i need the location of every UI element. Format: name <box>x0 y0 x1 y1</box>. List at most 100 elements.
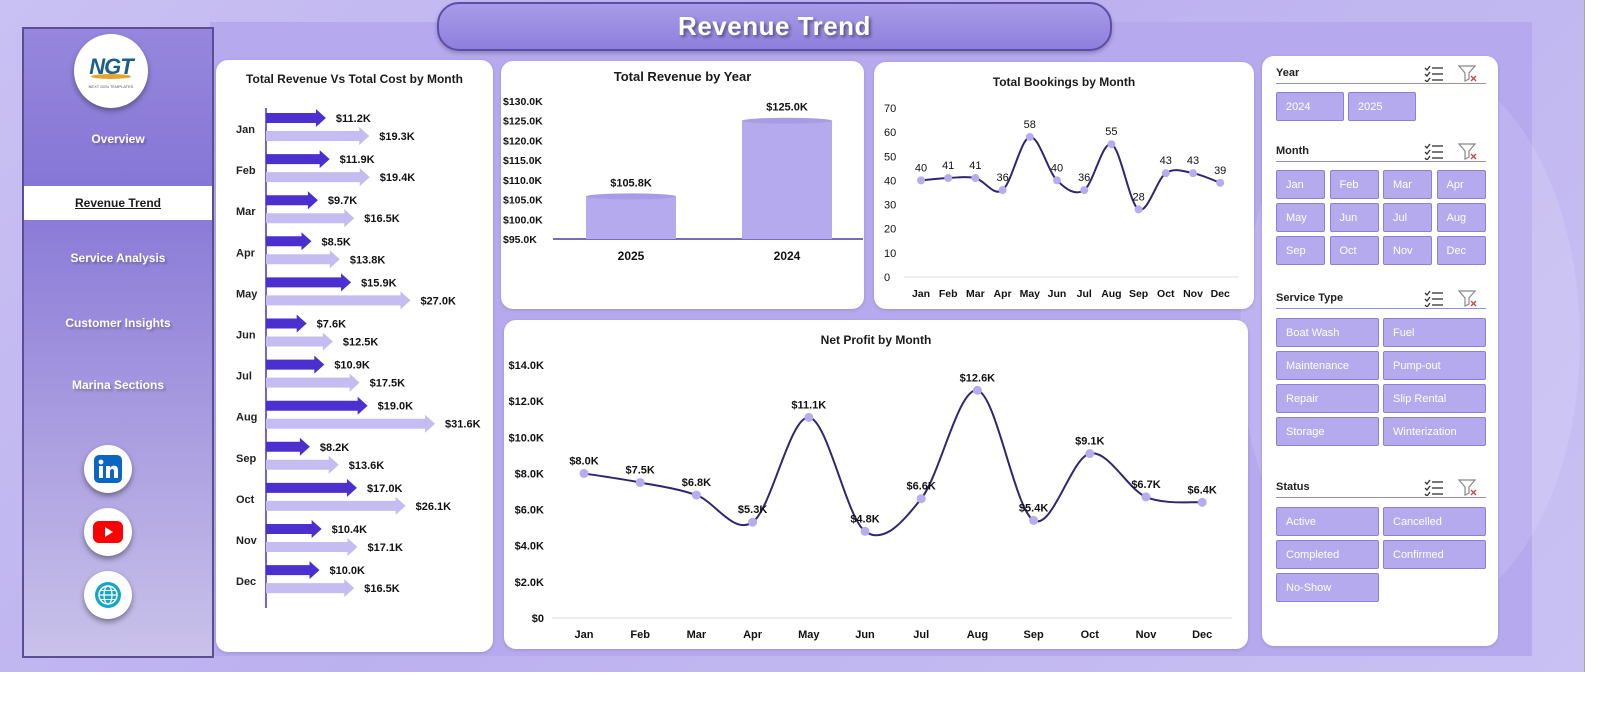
status-chip[interactable]: No-Show <box>1276 573 1379 602</box>
multi-select-icon[interactable] <box>1424 142 1444 160</box>
x-tick-label: 2024 <box>774 249 801 263</box>
data-label: $9.1K <box>1075 436 1104 448</box>
data-label: $7.6K <box>317 319 346 331</box>
data-label: $5.4K <box>1019 502 1048 514</box>
nav-item-customer-insights[interactable]: Customer Insights <box>24 306 212 340</box>
data-label: $17.0K <box>367 483 403 495</box>
cost-arrow <box>266 414 436 433</box>
month-chip[interactable]: Oct <box>1329 236 1379 265</box>
revenue-cost-chart: Jan $11.2K $19.3K Feb $11.9K $19.4K Mar $9.7K $1… <box>236 108 481 608</box>
revenue-arrow <box>266 355 325 374</box>
category-label: Feb <box>236 165 256 177</box>
youtube-button[interactable] <box>84 508 132 556</box>
status-chip[interactable]: Confirmed <box>1383 540 1486 569</box>
x-tick-label: Jan <box>912 288 930 300</box>
data-label: 28 <box>1132 191 1144 203</box>
linkedin-icon <box>94 455 122 483</box>
year-chip[interactable]: 2025 <box>1348 92 1416 121</box>
net-profit-card: Net Profit by Month $14.0K $12.0K $10.0K $8… <box>504 320 1248 649</box>
multi-select-icon[interactable] <box>1424 289 1444 307</box>
y-tick-label: $6.0K <box>515 505 544 517</box>
data-label: 36 <box>996 172 1008 184</box>
service-type-chip[interactable]: Fuel <box>1383 318 1486 347</box>
nav-item-marina-sections[interactable]: Marina Sections <box>24 368 212 402</box>
y-tick-label: $12.0K <box>509 396 545 408</box>
service-type-chip[interactable]: Maintenance <box>1276 351 1379 380</box>
month-chip[interactable]: Sep <box>1276 236 1325 265</box>
chart-title: Net Profit by Month <box>820 333 932 347</box>
data-label: $19.3K <box>379 131 415 143</box>
nav-item-service-analysis[interactable]: Service Analysis <box>24 241 212 275</box>
month-chip[interactable]: Dec <box>1436 236 1486 265</box>
slicer-label: Month <box>1276 145 1309 157</box>
month-chip[interactable]: Nov <box>1383 236 1432 265</box>
website-button[interactable] <box>84 571 132 619</box>
x-tick-label: Mar <box>687 629 707 641</box>
month-chip[interactable]: Aug <box>1436 203 1486 232</box>
series-line <box>583 389 1203 537</box>
linkedin-button[interactable] <box>84 445 132 493</box>
data-label: $10.4K <box>332 524 368 536</box>
data-label: 40 <box>1051 162 1063 174</box>
clear-filter-icon[interactable] <box>1458 142 1478 160</box>
clear-filter-icon[interactable] <box>1458 64 1478 82</box>
clear-filter-icon[interactable] <box>1458 289 1478 307</box>
data-label: $6.6K <box>907 481 936 493</box>
data-label: $16.5K <box>364 583 400 595</box>
service-type-chip[interactable]: Winterization <box>1383 417 1486 446</box>
service-type-chip[interactable]: Slip Rental <box>1383 384 1486 413</box>
x-tick-label: Feb <box>939 288 958 300</box>
filter-panel: Year Month Service Type Status 2024 2025 J… <box>1262 56 1498 646</box>
month-chip[interactable]: Jul <box>1383 203 1432 232</box>
status-chip[interactable]: Active <box>1276 507 1379 536</box>
x-tick-label: Feb <box>630 629 650 641</box>
cost-arrow <box>266 209 355 228</box>
nav-label: Customer Insights <box>65 316 171 330</box>
multi-select-icon[interactable] <box>1424 478 1444 496</box>
status-chip[interactable]: Completed <box>1276 540 1379 569</box>
nav-label: Overview <box>91 132 145 146</box>
data-label: $10.0K <box>330 565 366 577</box>
y-tick-label: $105.0K <box>503 195 543 207</box>
data-point <box>1161 169 1170 178</box>
y-tick-label: $10.0K <box>509 432 545 444</box>
x-tick-label: Mar <box>966 288 985 300</box>
month-chip[interactable]: Mar <box>1383 170 1432 199</box>
service-type-chip[interactable]: Repair <box>1276 384 1379 413</box>
month-chip[interactable]: Apr <box>1436 170 1486 199</box>
nav-item-overview[interactable]: Overview <box>24 122 212 156</box>
service-type-chip[interactable]: Pump-out <box>1383 351 1486 380</box>
slicer-label: Year <box>1276 67 1300 79</box>
month-chip[interactable]: May <box>1276 203 1325 232</box>
revenue-arrow <box>266 520 322 538</box>
service-type-chip[interactable]: Storage <box>1276 417 1379 446</box>
logo-subtext: NEXT GEN TEMPLATES <box>88 83 134 89</box>
data-label: $4.8K <box>850 513 879 525</box>
data-point <box>1080 186 1089 195</box>
y-tick-label: $95.0K <box>503 234 537 246</box>
category-label: Aug <box>236 412 257 424</box>
category-label: Sep <box>236 453 256 465</box>
data-point <box>1197 497 1207 507</box>
month-chip[interactable]: Jun <box>1329 203 1379 232</box>
data-point <box>998 186 1007 195</box>
revenue-arrow <box>266 396 368 415</box>
data-label: $10.9K <box>334 360 370 372</box>
slicer-label: Status <box>1276 481 1310 493</box>
status-chip[interactable]: Cancelled <box>1383 507 1486 536</box>
month-chip[interactable]: Feb <box>1329 170 1379 199</box>
x-tick-label: Sep <box>1129 288 1148 300</box>
clear-filter-icon[interactable] <box>1458 478 1478 496</box>
month-chip[interactable]: Jan <box>1276 170 1325 199</box>
category-label: Mar <box>236 206 256 218</box>
year-chip[interactable]: 2024 <box>1276 92 1344 121</box>
data-label: $16.5K <box>364 213 400 225</box>
x-tick-label: Jan <box>575 629 594 641</box>
data-label: $27.0K <box>420 295 456 307</box>
data-label: $26.1K <box>416 501 452 513</box>
nav-item-revenue-trend[interactable]: Revenue Trend <box>24 186 212 220</box>
service-type-chip[interactable]: Boat Wash <box>1276 318 1379 347</box>
bookings-card: Total Bookings by Month 70 60 50 40 30 20 10 0 4… <box>874 62 1254 309</box>
multi-select-icon[interactable] <box>1424 64 1444 82</box>
